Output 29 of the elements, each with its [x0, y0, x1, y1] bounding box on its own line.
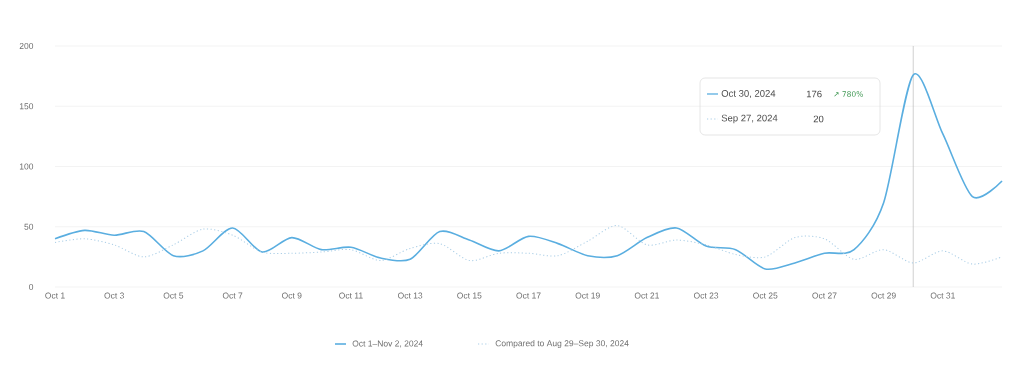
y-tick-label: 150 [19, 103, 34, 110]
annotation: 176 [806, 90, 822, 98]
legend-label: Oct 1–Nov 2, 2024 [352, 340, 423, 348]
x-tick-label: Oct 29 [871, 292, 896, 299]
y-tick-label: 50 [24, 223, 34, 230]
annotation: Oct 30, 2024 [721, 90, 776, 98]
x-tick-label: Oct 23 [693, 292, 719, 299]
x-tick-label: Oct 11 [339, 292, 363, 299]
y-tick-label: 100 [19, 163, 34, 170]
x-tick-label: Oct 27 [812, 292, 837, 299]
line-series [54, 225, 1003, 265]
y-tick-label: 0 [29, 284, 34, 290]
annotation: 20 [813, 115, 824, 123]
x-tick-label: Oct 1 [45, 292, 65, 299]
x-tick-label: Oct 25 [753, 292, 778, 299]
x-tick-label: Oct 17 [516, 292, 541, 299]
x-tick-label: Oct 15 [457, 292, 482, 299]
x-tick-label: Oct 9 [282, 292, 302, 299]
annotation: Sep 27, 2024 [721, 114, 778, 124]
legend-label: Compared to Aug 29–Sep 30, 2024 [495, 340, 629, 348]
x-tick-label: Oct 3 [104, 292, 124, 299]
x-tick-label: Oct 7 [222, 292, 243, 299]
x-tick-label: Oct 21 [634, 292, 659, 299]
x-tick-label: Oct 31 [930, 292, 955, 299]
x-tick-label: Oct 19 [575, 292, 600, 299]
x-tick-label: Oct 13 [398, 292, 423, 299]
line-series [54, 73, 1003, 270]
x-tick-label: Oct 5 [163, 292, 184, 299]
y-tick-label: 200 [19, 43, 34, 49]
